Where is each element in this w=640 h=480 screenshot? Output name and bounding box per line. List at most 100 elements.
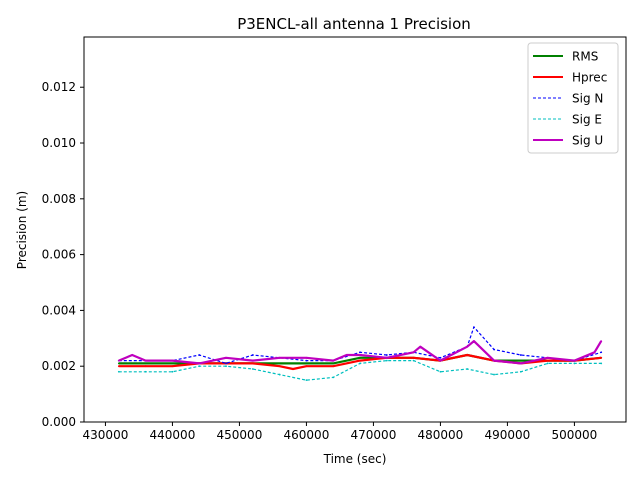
plot-frame bbox=[83, 36, 627, 423]
series-line-sig-u bbox=[118, 340, 603, 365]
data-point bbox=[171, 370, 174, 373]
series-line-sig-n bbox=[118, 326, 602, 364]
legend: RMS Hprec Sig N Sig E Sig U bbox=[527, 42, 619, 154]
data-point bbox=[519, 354, 522, 356]
data-point bbox=[600, 351, 603, 354]
y-axis: 0.000 0.002 0.004 0.006 0.008 0.010 0.012 bbox=[42, 80, 84, 429]
data-point bbox=[225, 356, 227, 359]
data-point bbox=[466, 354, 469, 356]
data-point bbox=[546, 359, 549, 362]
data-point bbox=[117, 359, 120, 362]
data-point bbox=[305, 362, 308, 365]
y-tick-label: 0.010 bbox=[42, 136, 76, 150]
data-point bbox=[332, 376, 335, 379]
data-point bbox=[439, 356, 442, 359]
data-point bbox=[198, 354, 201, 356]
data-point bbox=[493, 348, 495, 351]
data-point bbox=[171, 362, 174, 365]
data-point bbox=[385, 356, 388, 359]
data-point bbox=[305, 359, 308, 362]
data-point bbox=[278, 365, 281, 368]
data-point bbox=[412, 356, 415, 359]
data-point bbox=[171, 359, 174, 362]
data-point bbox=[198, 365, 201, 368]
data-point bbox=[144, 365, 147, 368]
plot-series bbox=[117, 326, 603, 382]
data-point bbox=[600, 362, 603, 365]
data-point bbox=[419, 345, 422, 348]
y-tick-label: 0.008 bbox=[42, 192, 76, 206]
data-point bbox=[305, 356, 308, 359]
data-point bbox=[305, 365, 308, 368]
data-point bbox=[519, 362, 522, 365]
y-tick-label: 0.000 bbox=[42, 415, 76, 429]
chart-title: P3ENCL-all antenna 1 Precision bbox=[237, 15, 471, 33]
data-point bbox=[439, 359, 442, 362]
data-point bbox=[278, 362, 281, 365]
data-point bbox=[144, 359, 147, 362]
x-axis-label: Time (sec) bbox=[323, 452, 387, 466]
x-tick-label: 430000 bbox=[83, 428, 129, 442]
data-point bbox=[473, 340, 475, 342]
legend-label: Sig U bbox=[572, 134, 603, 148]
data-point bbox=[117, 365, 120, 368]
data-point bbox=[573, 362, 576, 365]
data-point bbox=[332, 359, 335, 362]
data-point bbox=[144, 362, 147, 365]
data-point bbox=[573, 359, 576, 362]
x-tick-label: 480000 bbox=[418, 428, 464, 442]
y-axis-label: Precision (m) bbox=[15, 191, 29, 269]
data-point bbox=[144, 370, 147, 373]
x-tick-label: 450000 bbox=[217, 428, 263, 442]
y-tick-label: 0.004 bbox=[42, 303, 76, 317]
legend-box bbox=[527, 42, 619, 154]
data-point bbox=[278, 356, 281, 359]
data-point bbox=[225, 362, 227, 365]
legend-label: Sig N bbox=[572, 92, 603, 106]
data-point bbox=[600, 340, 603, 342]
data-point bbox=[546, 362, 549, 365]
data-point bbox=[131, 354, 134, 356]
data-point bbox=[466, 345, 469, 348]
data-point bbox=[412, 351, 415, 354]
data-point bbox=[359, 362, 361, 365]
data-point bbox=[332, 362, 335, 365]
y-tick-label: 0.012 bbox=[42, 80, 76, 94]
x-axis: 430000 440000 450000 460000 470000 480000 4900… bbox=[83, 422, 598, 442]
data-point bbox=[292, 368, 294, 370]
data-point bbox=[332, 365, 335, 368]
x-tick-label: 470000 bbox=[351, 428, 397, 442]
data-point bbox=[251, 359, 254, 362]
data-point bbox=[251, 368, 254, 370]
data-point bbox=[359, 359, 361, 362]
data-point bbox=[171, 365, 174, 368]
legend-label: Sig E bbox=[572, 113, 602, 127]
data-point bbox=[117, 362, 120, 365]
legend-label: RMS bbox=[572, 50, 598, 64]
data-point bbox=[359, 354, 361, 356]
data-point bbox=[385, 354, 388, 356]
data-point bbox=[359, 351, 361, 354]
data-point bbox=[519, 359, 522, 362]
data-point bbox=[359, 356, 361, 359]
data-point bbox=[493, 359, 495, 362]
data-point bbox=[546, 356, 549, 359]
data-point bbox=[117, 370, 120, 373]
x-tick-label: 440000 bbox=[150, 428, 196, 442]
x-tick-label: 460000 bbox=[284, 428, 330, 442]
data-point bbox=[251, 362, 254, 365]
data-point bbox=[345, 354, 348, 356]
x-tick-label: 490000 bbox=[485, 428, 531, 442]
y-tick-label: 0.002 bbox=[42, 359, 76, 373]
data-point bbox=[198, 362, 201, 365]
data-point bbox=[305, 379, 308, 382]
x-tick-label: 500000 bbox=[552, 428, 598, 442]
legend-label: Hprec bbox=[572, 71, 607, 85]
data-point bbox=[385, 359, 388, 362]
data-point bbox=[278, 373, 281, 376]
data-point bbox=[439, 370, 442, 373]
data-point bbox=[251, 354, 254, 356]
data-point bbox=[519, 370, 522, 373]
data-point bbox=[493, 373, 495, 376]
